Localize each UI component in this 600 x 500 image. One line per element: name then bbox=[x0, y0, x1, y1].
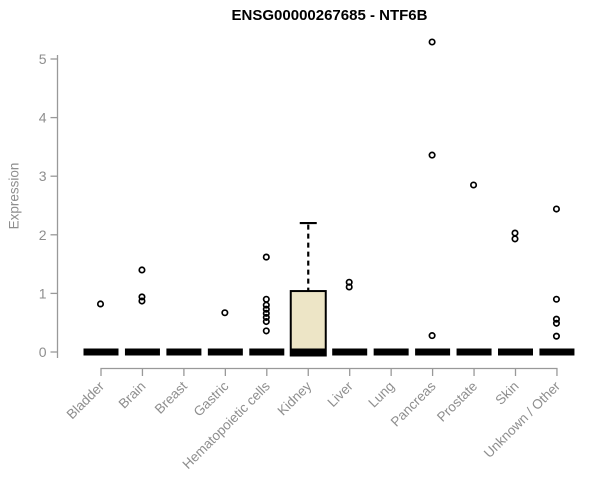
collapsed-box bbox=[456, 348, 492, 356]
outlier-point bbox=[345, 283, 353, 291]
outlier-point bbox=[428, 151, 436, 159]
collapsed-box bbox=[207, 348, 243, 356]
collapsed-box bbox=[332, 348, 368, 356]
category-label: Brain bbox=[116, 379, 149, 412]
outlier-point bbox=[262, 309, 270, 317]
outlier-point bbox=[262, 295, 270, 303]
collapsed-box bbox=[539, 348, 575, 356]
outlier-point bbox=[428, 332, 436, 340]
category-label: Unknown / Other bbox=[481, 378, 564, 461]
category-label: Lung bbox=[365, 379, 397, 411]
y-tick-label: 3 bbox=[39, 168, 47, 184]
y-tick-label: 2 bbox=[39, 227, 47, 243]
category-label: Kidney bbox=[275, 378, 315, 418]
outlier-point bbox=[428, 38, 436, 46]
outlier-point bbox=[262, 301, 270, 309]
category-label: Gastric bbox=[191, 378, 232, 419]
chart-title: ENSG00000267685 - NTF6B bbox=[231, 7, 428, 24]
collapsed-box bbox=[373, 348, 409, 356]
outlier-point bbox=[262, 305, 270, 313]
collapsed-box bbox=[498, 348, 533, 356]
outlier-point bbox=[552, 332, 561, 340]
category-label: Bladder bbox=[64, 378, 108, 422]
outlier-point bbox=[96, 300, 105, 308]
category-label: Breast bbox=[152, 378, 190, 416]
collapsed-box bbox=[124, 348, 160, 356]
median-bar bbox=[290, 348, 326, 356]
y-tick-label: 0 bbox=[39, 344, 47, 360]
box bbox=[289, 290, 327, 357]
collapsed-box bbox=[415, 348, 451, 356]
outlier-point bbox=[552, 315, 561, 323]
outlier-point bbox=[262, 313, 270, 321]
outlier-point bbox=[138, 266, 146, 274]
outlier-point bbox=[262, 253, 270, 261]
outlier-point bbox=[552, 205, 561, 213]
outlier-point bbox=[221, 309, 229, 317]
outlier-point bbox=[138, 297, 146, 305]
y-tick-label: 4 bbox=[39, 110, 47, 126]
outlier-point bbox=[511, 235, 519, 243]
outlier-point bbox=[262, 327, 270, 335]
y-tick-label: 1 bbox=[39, 285, 47, 301]
category-label: Liver bbox=[325, 378, 357, 410]
y-tick-label: 5 bbox=[39, 51, 47, 67]
collapsed-box bbox=[83, 348, 119, 356]
outlier-point bbox=[552, 319, 561, 327]
outlier-point bbox=[469, 181, 478, 189]
collapsed-box bbox=[166, 348, 202, 356]
category-label: Skin bbox=[492, 379, 521, 408]
outlier-point bbox=[262, 317, 270, 326]
collapsed-box bbox=[249, 348, 285, 356]
category-label: Prostate bbox=[434, 379, 480, 425]
category-label: Pancreas bbox=[388, 378, 439, 429]
outlier-point bbox=[552, 295, 561, 303]
outlier-point bbox=[138, 293, 146, 301]
outlier-point bbox=[511, 229, 519, 237]
